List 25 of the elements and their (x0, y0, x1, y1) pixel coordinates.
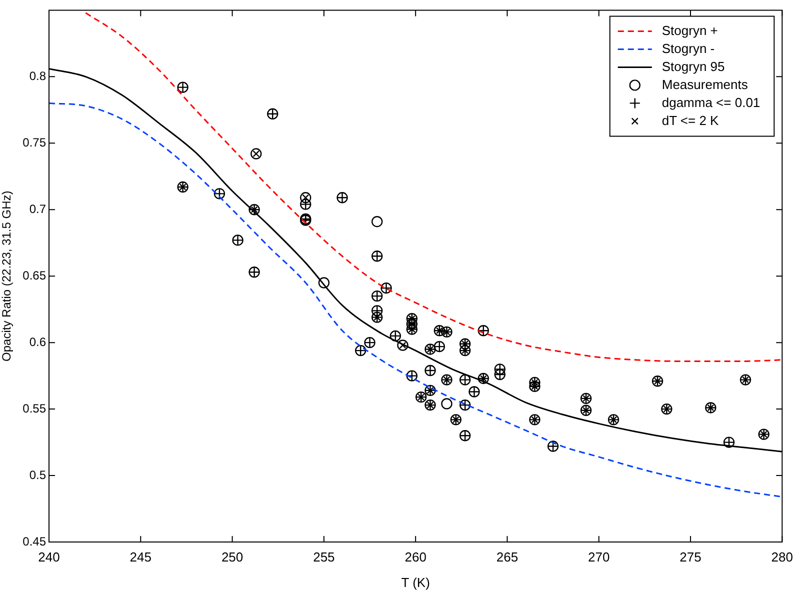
legend-label: Stogryn + (662, 22, 718, 38)
y-tick-label: 0.45 (22, 534, 46, 548)
y-tick-label: 0.65 (22, 268, 46, 282)
x-tick-label: 280 (771, 549, 794, 564)
x-tick-label: 245 (130, 549, 152, 564)
y-tick-label: 0.55 (22, 401, 46, 416)
y-tick-label: 0.75 (22, 135, 46, 150)
x-tick-label: 250 (221, 549, 244, 564)
x-tick-label: 265 (496, 549, 518, 564)
x-tick-label: 270 (588, 549, 610, 564)
x-tick-label: 275 (680, 549, 702, 564)
y-axis-title: Opacity Ratio (22.23, 31.5 GHz) (0, 190, 14, 362)
y-tick-label: 0.6 (29, 334, 46, 349)
legend-label: Stogryn - (662, 40, 715, 56)
x-tick-label: 255 (313, 549, 335, 564)
x-axis-title: T (K) (401, 574, 430, 590)
y-tick-label: 0.8 (29, 68, 46, 83)
legend-label: dgamma <= 0.01 (662, 94, 760, 110)
legend-label: dT <= 2 K (662, 112, 720, 128)
legend-label: Measurements (662, 76, 748, 92)
x-tick-label: 240 (38, 549, 60, 564)
y-tick-label: 0.5 (29, 468, 46, 482)
y-tick-label: 0.7 (29, 202, 46, 216)
x-tick-label: 260 (404, 549, 426, 564)
legend-label: Stogryn 95 (662, 58, 725, 74)
